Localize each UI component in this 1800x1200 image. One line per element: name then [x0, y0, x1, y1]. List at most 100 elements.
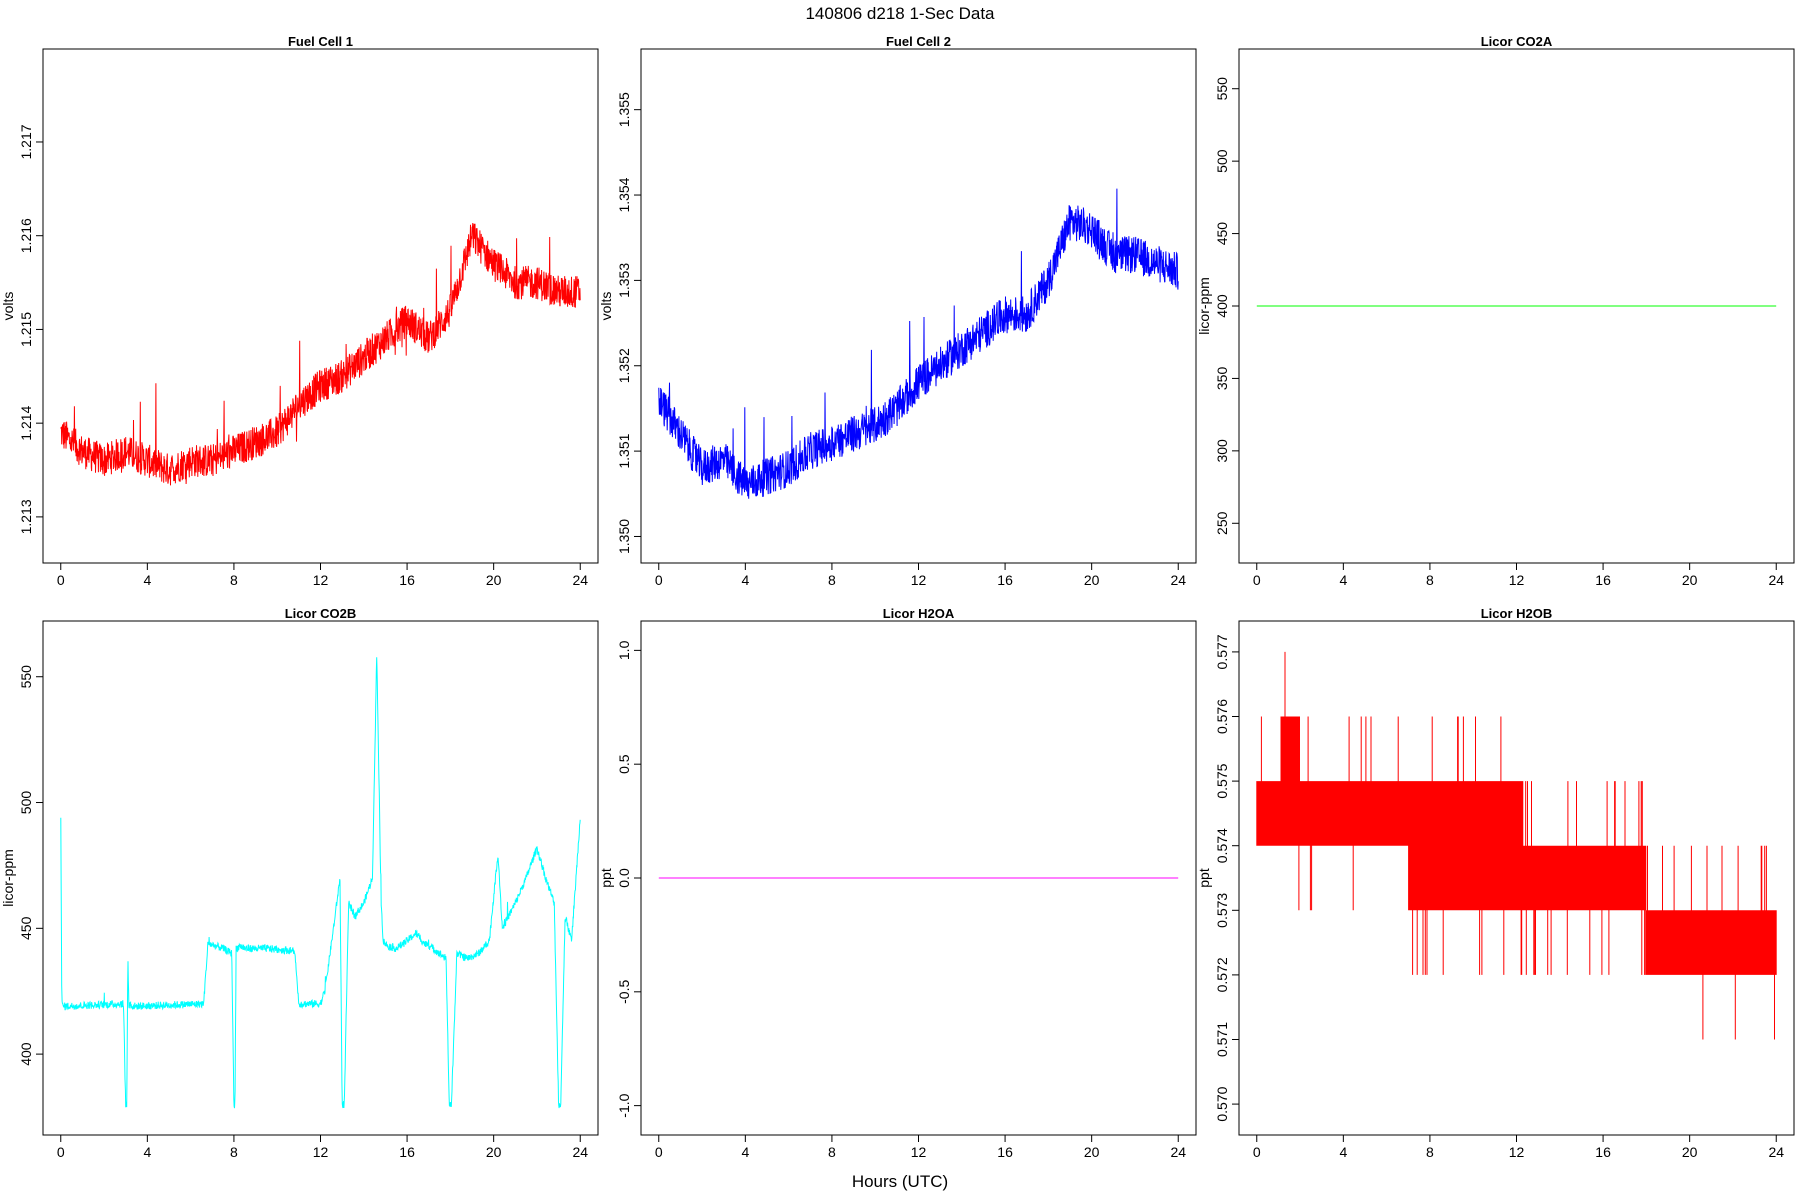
x-tick-label: 24 — [572, 1144, 588, 1160]
x-tick-label: 24 — [1768, 1144, 1784, 1160]
y-tick-label: 550 — [1214, 77, 1230, 101]
x-axis: 0 4 8 12 16 20 24 — [655, 562, 1186, 588]
x-tick-label: 16 — [997, 1144, 1013, 1160]
x-tick-label: 0 — [655, 572, 663, 588]
series-line — [1256, 651, 1777, 1040]
x-tick-label: 0 — [57, 1144, 65, 1160]
x-tick-label: 12 — [911, 572, 927, 588]
x-tick-label: 20 — [1084, 572, 1100, 588]
y-tick-label: 350 — [1214, 367, 1230, 391]
y-axis-label: ppt — [598, 868, 614, 888]
y-axis: -1.0 -0.5 0.0 0.5 1.0 — [616, 640, 641, 1118]
plot-frame — [42, 620, 599, 1136]
x-tick-label: 0 — [655, 1144, 663, 1160]
x-tick-label: 0 — [57, 572, 65, 588]
x-tick-label: 12 — [911, 1144, 927, 1160]
x-tick-label: 20 — [1084, 1144, 1100, 1160]
y-tick-label: 1.217 — [18, 124, 34, 159]
y-tick-label: 400 — [18, 1042, 34, 1066]
x-tick-label: 24 — [1170, 572, 1186, 588]
x-tick-label: 0 — [1253, 1144, 1261, 1160]
x-tick-label: 20 — [486, 572, 502, 588]
x-tick-label: 4 — [1339, 572, 1347, 588]
x-tick-label: 4 — [143, 1144, 151, 1160]
y-tick-label: 450 — [18, 916, 34, 940]
y-tick-label: 250 — [1214, 511, 1230, 535]
x-axis: 0 4 8 12 16 20 24 — [655, 1134, 1186, 1160]
x-tick-label: 8 — [828, 572, 836, 588]
panel-3: Licor CO2A licor-ppm 0 4 8 12 16 20 24 250 300 350 4… — [1196, 34, 1795, 588]
y-tick-label: 1.355 — [616, 92, 632, 127]
panel-title: Fuel Cell 1 — [288, 34, 353, 49]
panel-title: Licor CO2A — [1481, 34, 1553, 49]
y-axis-label: licor-ppm — [0, 849, 16, 907]
y-tick-label: 1.0 — [616, 640, 632, 660]
x-tick-label: 8 — [1426, 572, 1434, 588]
x-tick-label: 12 — [1509, 1144, 1525, 1160]
figure-xlabel: Hours (UTC) — [852, 1172, 948, 1191]
y-axis: 0.570 0.571 0.572 0.573 0.574 0.575 0.576 0.577 — [1214, 634, 1239, 1122]
y-tick-label: 0.575 — [1214, 763, 1230, 798]
series-line — [60, 657, 581, 1109]
y-tick-label: 0.571 — [1214, 1022, 1230, 1057]
y-tick-label: 1.214 — [18, 405, 34, 440]
y-tick-label: 1.216 — [18, 218, 34, 253]
y-axis: 400 450 500 550 — [18, 665, 43, 1066]
x-tick-label: 8 — [230, 1144, 238, 1160]
x-tick-label: 8 — [1426, 1144, 1434, 1160]
x-tick-label: 0 — [1253, 572, 1261, 588]
y-tick-label: 0.0 — [616, 868, 632, 888]
y-tick-label: 1.213 — [18, 499, 34, 534]
x-tick-label: 4 — [741, 572, 749, 588]
y-tick-label: 500 — [1214, 149, 1230, 173]
y-axis-label: volts — [598, 292, 614, 321]
y-tick-label: 450 — [1214, 222, 1230, 246]
x-tick-label: 12 — [1509, 572, 1525, 588]
y-tick-label: -0.5 — [616, 980, 632, 1004]
x-tick-label: 4 — [741, 1144, 749, 1160]
panel-title: Licor H2OB — [1481, 606, 1553, 621]
y-axis-label: volts — [0, 292, 16, 321]
x-tick-label: 16 — [1595, 572, 1611, 588]
y-tick-label: 0.577 — [1214, 634, 1230, 669]
x-tick-label: 16 — [399, 1144, 415, 1160]
y-axis: 1.350 1.351 1.352 1.353 1.354 1.355 — [616, 92, 641, 554]
x-tick-label: 16 — [997, 572, 1013, 588]
y-tick-label: -1.0 — [616, 1093, 632, 1117]
y-tick-label: 0.570 — [1214, 1086, 1230, 1121]
x-axis: 0 4 8 12 16 20 24 — [57, 1134, 588, 1160]
y-tick-label: 300 — [1214, 439, 1230, 463]
x-tick-label: 16 — [1595, 1144, 1611, 1160]
series-line — [60, 222, 581, 486]
y-axis-label: licor-ppm — [1196, 277, 1212, 335]
y-tick-label: 1.350 — [616, 519, 632, 554]
panel-title: Licor H2OA — [883, 606, 955, 621]
y-tick-label: 0.572 — [1214, 957, 1230, 992]
x-tick-label: 20 — [486, 1144, 502, 1160]
y-axis: 1.213 1.214 1.215 1.216 1.217 — [18, 124, 43, 534]
y-tick-label: 0.5 — [616, 754, 632, 774]
y-tick-label: 0.573 — [1214, 893, 1230, 928]
y-tick-label: 1.353 — [616, 263, 632, 298]
x-tick-label: 8 — [230, 572, 238, 588]
figure-title: 140806 d218 1-Sec Data — [805, 4, 995, 23]
x-tick-label: 4 — [143, 572, 151, 588]
y-tick-label: 1.351 — [616, 433, 632, 468]
x-tick-label: 16 — [399, 572, 415, 588]
y-tick-label: 1.352 — [616, 348, 632, 383]
x-tick-label: 12 — [313, 1144, 329, 1160]
panel-4: Licor CO2B licor-ppm 0 4 8 12 16 20 24 400 450 500 5… — [0, 606, 599, 1160]
x-tick-label: 24 — [1170, 1144, 1186, 1160]
y-tick-label: 0.574 — [1214, 828, 1230, 863]
x-tick-label: 24 — [572, 572, 588, 588]
panel-title: Fuel Cell 2 — [886, 34, 951, 49]
x-tick-label: 12 — [313, 572, 329, 588]
y-tick-label: 1.215 — [18, 312, 34, 347]
y-tick-label: 1.354 — [616, 177, 632, 212]
series-line — [658, 188, 1179, 499]
panel-title: Licor CO2B — [285, 606, 357, 621]
y-tick-label: 500 — [18, 791, 34, 815]
